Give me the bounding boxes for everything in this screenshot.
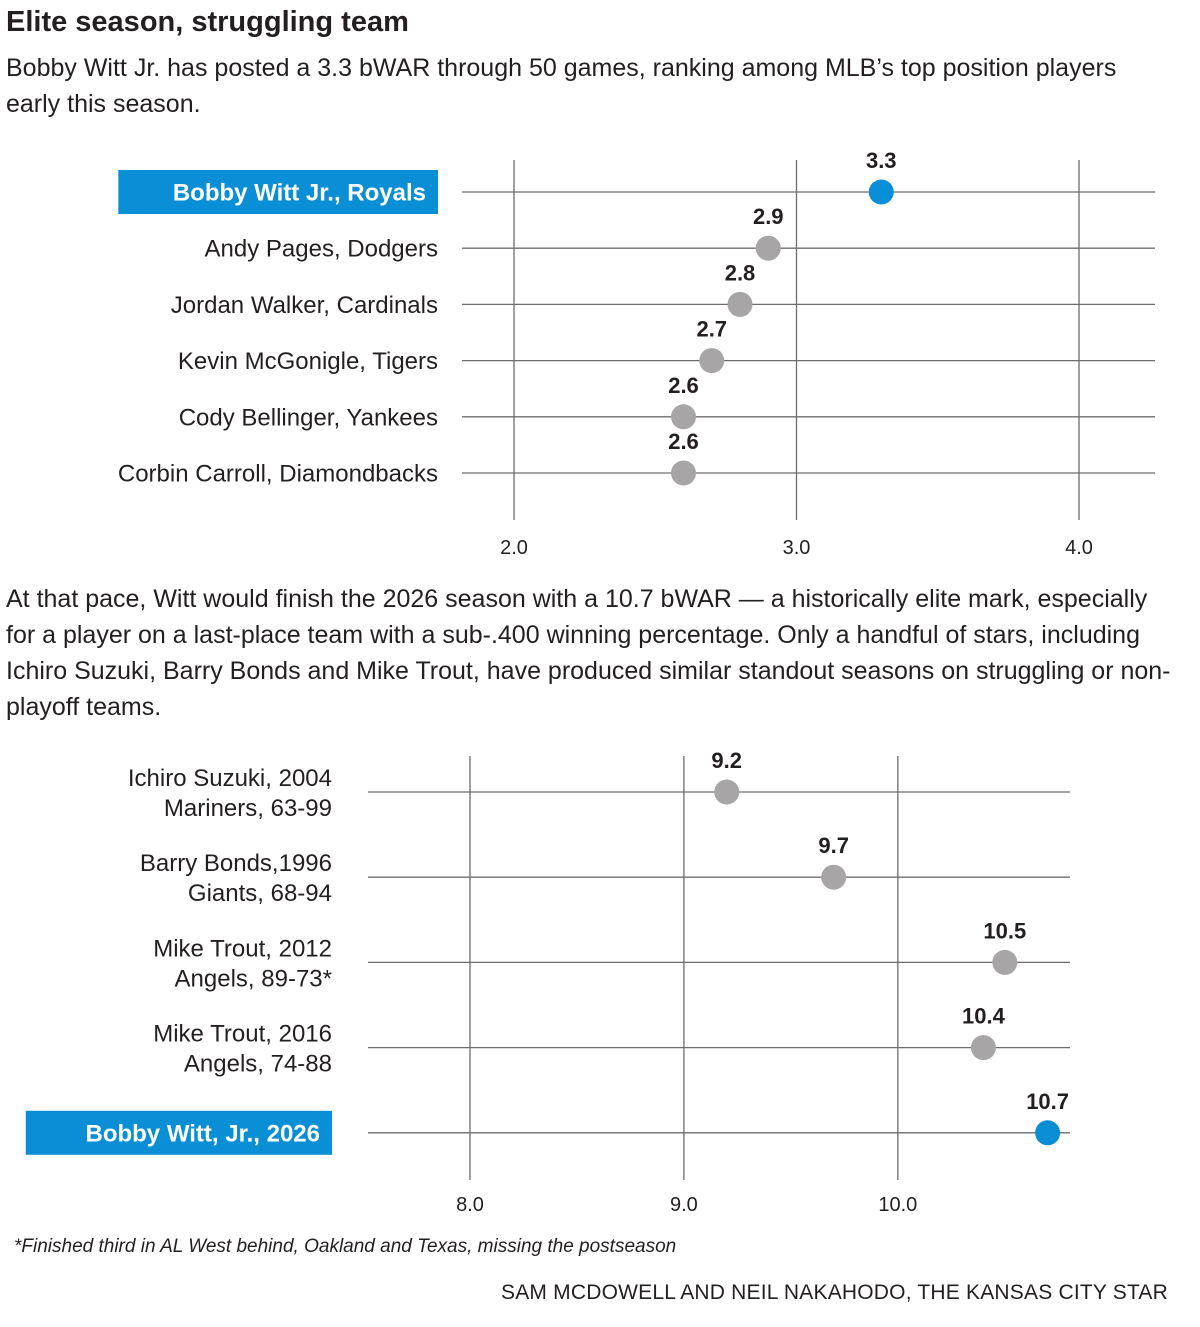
data-dot [699, 348, 725, 374]
category-label: Mariners, 63-99 [164, 795, 332, 822]
historic-seasons-chart: 8.0 9.0 10.0 Ichiro Suzuki, 2004 Mariners, 6… [25, 748, 1070, 1216]
x-tick-label: 8.0 [456, 1194, 484, 1216]
value-label: 10.7 [1026, 1089, 1069, 1114]
data-dot [671, 460, 696, 486]
highlight-label-box [118, 170, 438, 214]
data-dot [727, 291, 753, 317]
category-label: Andy Pages, Dodgers [205, 236, 438, 263]
category-label: Bobby Witt, Jr., 2026 [85, 1120, 320, 1147]
value-label: 2.9 [753, 204, 784, 229]
value-label: 2.6 [668, 373, 699, 398]
x-tick-label: 2.0 [500, 537, 528, 559]
highlight-dot [1035, 1120, 1061, 1146]
x-tick-label: 9.0 [670, 1194, 698, 1216]
value-label: 2.7 [696, 317, 727, 342]
intro-text-bottom: At that pace, Witt would finish the 2026… [6, 585, 1171, 721]
highlight-dot [868, 179, 894, 205]
value-label: 3.3 [866, 148, 897, 173]
value-label: 2.6 [668, 429, 699, 454]
data-dot [992, 949, 1018, 975]
credit-line: SAM MCDOWELL AND NEIL NAKAHODO, THE KANS… [501, 1281, 1168, 1304]
x-tick-label: 4.0 [1065, 537, 1093, 559]
category-label: Ichiro Suzuki, 2004 [128, 765, 332, 792]
category-label: Bobby Witt Jr., Royals [173, 180, 426, 207]
category-label: Angels, 74-88 [184, 1051, 332, 1078]
category-label: Kevin McGonigle, Tigers [178, 348, 438, 375]
chart-title: Elite season, struggling team [6, 6, 409, 38]
value-label: 2.8 [725, 260, 756, 285]
footnote: *Finished third in AL West behind, Oakla… [14, 1236, 677, 1257]
x-tick-label: 3.0 [783, 537, 811, 559]
value-label: 10.4 [962, 1004, 1006, 1029]
data-dot [755, 235, 781, 261]
intro-text-top: Bobby Witt Jr. has posted a 3.3 bWAR thr… [6, 54, 1117, 118]
data-dot [714, 779, 740, 805]
category-label: Mike Trout, 2016 [153, 1021, 332, 1048]
category-label: Giants, 68-94 [188, 880, 332, 907]
category-label: Cody Bellinger, Yankees [179, 404, 438, 431]
category-label: Jordan Walker, Cardinals [171, 292, 438, 319]
value-label: 10.5 [983, 918, 1026, 943]
data-dot [821, 864, 847, 890]
category-label: Barry Bonds,1996 [140, 850, 332, 877]
category-label: Mike Trout, 2012 [153, 935, 332, 962]
value-label: 9.2 [711, 748, 742, 773]
highlight-label-box [25, 1110, 332, 1155]
war-2026-leaders-chart: 2.0 3.0 4.0 Bobby Witt Jr., Royals 3.3 Andy P… [118, 148, 1155, 559]
data-dot [671, 404, 696, 430]
value-label: 9.7 [818, 833, 849, 858]
category-label: Angels, 89-73* [175, 965, 332, 992]
category-label: Corbin Carroll, Diamondbacks [118, 461, 438, 488]
data-dot [970, 1035, 996, 1061]
x-tick-label: 10.0 [878, 1194, 917, 1216]
